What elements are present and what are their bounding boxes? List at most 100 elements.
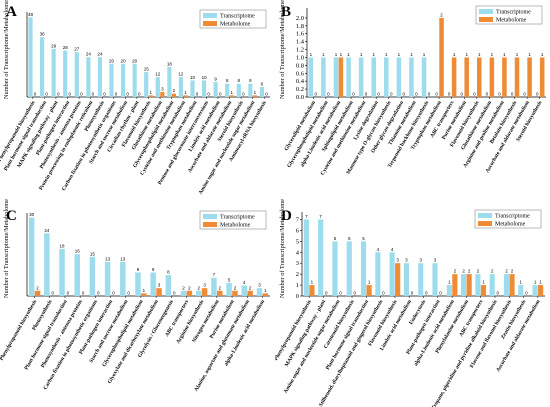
bar-transcriptome-d [375, 252, 381, 296]
legend-label-transcriptome-a: Transcriptome [220, 14, 255, 20]
data-label-metabolome-c: 0 [97, 291, 100, 296]
data-label-metabolome-c: 1 [143, 288, 146, 293]
data-label-metabolome-a: 0 [115, 92, 118, 97]
data-label-metabolome-d: 1 [368, 280, 371, 285]
bar-transcriptome-c [74, 254, 80, 296]
legend-swatch-transcriptome-b [479, 9, 493, 14]
data-label-metabolome-a: 0 [265, 92, 268, 97]
data-label-metabolome-d: 0 [382, 291, 385, 296]
panel-c-ylabel: Number of Transcriptome/Metabolome [3, 199, 10, 298]
bar-transcriptome-a [28, 17, 33, 97]
legend-label-metabolome-b: Metabolome [496, 18, 527, 24]
panel-a-label: A [6, 4, 17, 20]
data-label-transcriptome-c: 2 [197, 285, 200, 290]
data-label-metabolome-a: 0 [80, 92, 83, 97]
bar-transcriptome-c [180, 290, 187, 296]
y-tick-label-b: 0.2 [296, 86, 304, 93]
data-label-transcriptome-a: 9 [214, 77, 217, 82]
data-label-transcriptome-a: 36 [40, 32, 46, 37]
data-label-metabolome-d: 0 [325, 291, 328, 296]
data-label-metabolome-b: 1 [465, 52, 468, 57]
data-label-metabolome-b: 2 [440, 12, 443, 17]
bar-transcriptome-d [418, 263, 424, 296]
bar-transcriptome-b [409, 57, 414, 97]
data-label-transcriptome-c: 9 [152, 267, 155, 272]
data-label-metabolome-d: 1 [539, 280, 542, 285]
bar-transcriptome-a [167, 67, 172, 97]
data-label-transcriptome-b: 0 [536, 92, 539, 97]
bar-transcriptome-c [44, 233, 50, 296]
data-label-metabolome-c: 0 [112, 291, 115, 296]
data-label-transcriptome-d: 5 [348, 236, 351, 241]
legend-swatch-transcriptome-d [478, 213, 492, 218]
bar-transcriptome-d [389, 252, 395, 296]
data-label-transcriptome-b: 0 [435, 92, 438, 97]
bar-transcriptome-a [132, 63, 137, 97]
data-label-metabolome-a: 3 [161, 87, 164, 92]
data-label-transcriptome-c: 9 [137, 267, 140, 272]
bar-transcriptome-a [97, 57, 103, 97]
data-label-transcriptome-b: 1 [347, 52, 350, 57]
y-tick-label-b: 0.8 [296, 62, 304, 69]
data-label-metabolome-a: 0 [126, 92, 129, 97]
bar-transcriptome-d [332, 241, 338, 296]
data-label-transcriptome-a: 20 [121, 58, 127, 63]
bar-metabolome-b [338, 57, 344, 97]
bar-metabolome-d [509, 274, 515, 296]
bar-transcriptome-d [489, 274, 495, 296]
data-label-metabolome-b: 1 [541, 52, 544, 57]
bar-transcriptome-a [178, 77, 184, 97]
y-tick-label-d: 1 [296, 282, 299, 289]
legend-label-metabolome-a: Metabolome [220, 22, 251, 28]
data-label-transcriptome-c: 13 [120, 257, 126, 262]
data-label-transcriptome-c: 24 [44, 228, 50, 233]
data-label-metabolome-d: 1 [311, 280, 314, 285]
data-label-metabolome-d: 2 [454, 269, 457, 274]
data-label-transcriptome-a: 28 [63, 45, 69, 50]
data-label-metabolome-a: 0 [219, 92, 222, 97]
data-label-metabolome-d: 0 [411, 291, 414, 296]
bar-transcriptome-d [360, 241, 367, 296]
data-label-transcriptome-d: 4 [377, 247, 380, 252]
data-label-metabolome-a: 0 [138, 92, 141, 97]
bar-metabolome-d [466, 274, 472, 296]
data-label-transcriptome-b: 1 [423, 52, 426, 57]
data-label-metabolome-a: 1 [254, 90, 257, 95]
y-tick-label-b: 2.0 [296, 15, 304, 22]
data-label-transcriptome-d: 7 [319, 214, 322, 219]
bar-metabolome-c [262, 293, 269, 296]
data-label-metabolome-a: 1 [150, 90, 153, 95]
data-label-metabolome-a: 0 [34, 92, 37, 97]
data-label-transcriptome-a: 12 [178, 72, 184, 77]
bar-transcriptome-b [384, 57, 389, 97]
data-label-transcriptome-b: 0 [473, 92, 476, 97]
bar-metabolome-c [186, 290, 193, 296]
bar-transcriptome-c [104, 262, 111, 296]
bar-transcriptome-a [236, 83, 241, 97]
data-label-metabolome-d: 3 [396, 258, 399, 263]
data-label-metabolome-b: 1 [478, 52, 481, 57]
data-label-metabolome-a: 0 [242, 92, 245, 97]
data-label-metabolome-b: 0 [327, 92, 330, 97]
bar-metabolome-b [527, 57, 532, 97]
data-label-metabolome-c: 2 [36, 285, 39, 290]
data-label-transcriptome-b: 1 [385, 52, 388, 57]
data-label-metabolome-a: 0 [57, 92, 60, 97]
data-label-transcriptome-a: 8 [226, 78, 229, 83]
legend-label-metabolome-d: Metabolome [495, 222, 526, 228]
bar-metabolome-c [232, 290, 238, 296]
y-tick-label-d: 4 [296, 249, 300, 256]
data-label-transcriptome-d: 3 [405, 258, 408, 263]
data-label-metabolome-d: 0 [339, 291, 342, 296]
y-tick-label-b: 1.0 [296, 54, 304, 61]
bar-transcriptome-a [63, 50, 68, 97]
data-label-metabolome-a: 0 [92, 92, 95, 97]
bar-metabolome-d [309, 285, 315, 296]
data-label-transcriptome-d: 2 [491, 269, 494, 274]
bar-transcriptome-b [358, 57, 364, 97]
data-label-metabolome-a: 2 [173, 88, 176, 93]
y-tick-label-d: 5 [296, 238, 299, 245]
data-label-transcriptome-b: 1 [310, 52, 313, 57]
bar-transcriptome-b [333, 57, 339, 97]
